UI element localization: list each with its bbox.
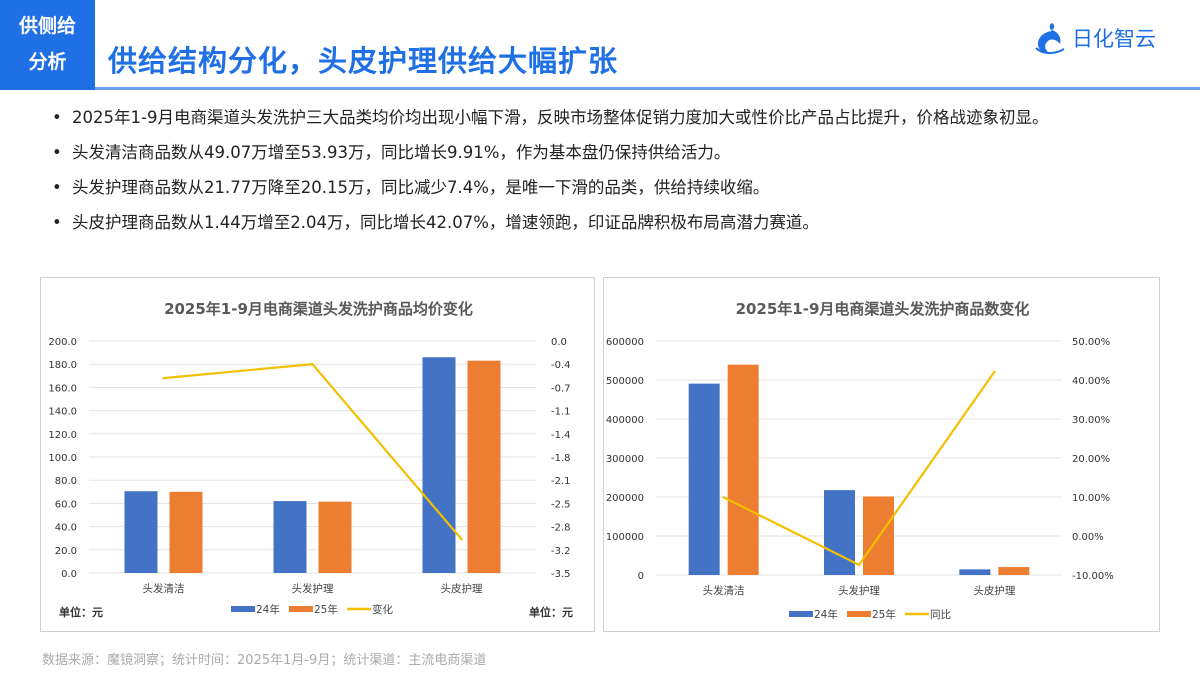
left-axis-tick: 500000 <box>606 376 644 387</box>
bar-25年 <box>998 567 1030 575</box>
bar-24年 <box>422 357 456 573</box>
legend-label: 变化 <box>372 603 393 616</box>
left-axis-tick: 60.0 <box>55 499 77 510</box>
bar-24年 <box>824 490 855 575</box>
line-point <box>162 376 165 380</box>
right-axis-tick: 30.00% <box>1072 415 1110 426</box>
left-axis-tick: 200.0 <box>48 337 77 348</box>
bar-24年 <box>124 491 158 573</box>
line-point <box>993 370 996 374</box>
right-axis-tick: -1.4 <box>551 430 571 441</box>
avg-price-chart-panel: 2025年1-9月电商渠道头发洗护商品均价变化 0.0 20.0 40.0 60.0 80… <box>40 277 595 632</box>
left-axis-tick: 160.0 <box>48 383 77 394</box>
line-point <box>857 563 861 567</box>
right-axis-tick: -1.8 <box>551 453 571 464</box>
category-label: 头发清洁 <box>143 582 185 595</box>
unit-label-right: 单位：元 <box>529 605 573 619</box>
right-axis-tick: 40.00% <box>1072 376 1110 387</box>
bar-24年 <box>273 501 307 573</box>
chart-title: 2025年1-9月电商渠道头发洗护商品数变化 <box>736 300 1030 318</box>
legend-swatch <box>289 606 313 612</box>
legend-label: 25年 <box>314 603 338 616</box>
page-title: 供给结构分化，头皮护理供给大幅扩张 <box>108 44 619 78</box>
left-axis-tick: 100000 <box>606 532 644 543</box>
right-axis-tick: 20.00% <box>1072 454 1110 465</box>
legend-label: 25年 <box>872 608 896 621</box>
right-axis-tick: -0.4 <box>551 360 571 371</box>
avg-price-chart: 2025年1-9月电商渠道头发洗护商品均价变化 0.0 20.0 40.0 60.0 80… <box>48 300 573 619</box>
wave-logo-icon <box>1035 23 1065 54</box>
logo: 日化智云 <box>1032 20 1156 56</box>
left-axis-tick: 600000 <box>606 337 644 348</box>
unit-label-left: 单位：元 <box>59 605 103 619</box>
category-label: 头发护理 <box>838 584 880 597</box>
section-tag-line1: 供侧给 <box>18 15 76 37</box>
line-point <box>722 496 725 499</box>
left-axis-tick: 100.0 <box>48 453 77 464</box>
left-axis-tick: 80.0 <box>55 476 77 487</box>
right-axis-tick: -0.7 <box>551 383 571 394</box>
left-axis-tick: 140.0 <box>48 407 77 418</box>
right-axis-tick: -1.1 <box>551 407 571 418</box>
bar-25年 <box>727 364 759 575</box>
legend-swatch <box>847 611 871 617</box>
right-axis-tick: -2.1 <box>551 476 571 487</box>
category-label: 头皮护理 <box>441 582 483 595</box>
bar-25年 <box>467 360 501 573</box>
bar-24年 <box>959 569 991 575</box>
left-axis-tick: 200000 <box>606 493 644 504</box>
legend-label: 24年 <box>256 603 280 616</box>
title-divider <box>95 87 1200 90</box>
right-axis-tick: -2.8 <box>551 523 571 534</box>
left-axis-tick: 0.0 <box>61 569 77 580</box>
section-tag-line2: 分析 <box>28 51 67 73</box>
legend-label: 24年 <box>814 608 838 621</box>
bar-24年 <box>688 383 720 575</box>
bullet-item: 头发护理商品数从21.77万降至20.15万，同比减少7.4%，是唯一下滑的品类… <box>48 170 1168 205</box>
line-变化 <box>163 363 463 540</box>
left-axis-tick: 400000 <box>606 415 644 426</box>
line-point <box>460 537 463 541</box>
right-axis-tick: 50.00% <box>1072 337 1110 348</box>
product-count-chart-panel: 2025年1-9月电商渠道头发洗护商品数变化 0 100000 200000 30000… <box>603 277 1160 632</box>
right-axis-tick: 0.0 <box>551 337 567 348</box>
category-label: 头发护理 <box>292 582 334 595</box>
left-axis-tick: 20.0 <box>55 546 77 557</box>
logo-text: 日化智云 <box>1072 27 1156 51</box>
right-axis-tick: 0.00% <box>1072 532 1104 543</box>
left-axis-tick: 0 <box>638 571 644 582</box>
data-source-note: 数据来源：魔镜洞察；统计时间：2025年1月-9月；统计渠道：主流电商渠道 <box>42 653 487 668</box>
product-count-chart: 2025年1-9月电商渠道头发洗护商品数变化 0 100000 200000 30000… <box>606 300 1114 621</box>
left-axis-tick: 40.0 <box>55 523 77 534</box>
bullet-item: 头发清洁商品数从49.07万增至53.93万，同比增长9.91%，作为基本盘仍保… <box>48 135 1168 170</box>
bar-25年 <box>169 491 203 573</box>
left-axis-tick: 120.0 <box>48 430 77 441</box>
right-axis-tick: 10.00% <box>1072 493 1110 504</box>
bullet-item: 头皮护理商品数从1.44万增至2.04万，同比增长42.07%，增速领跑，印证品… <box>48 205 1168 240</box>
left-axis-tick: 180.0 <box>48 360 77 371</box>
section-tag: 供侧给 分析 <box>0 0 95 90</box>
legend-swatch <box>231 606 255 612</box>
left-axis-tick: 300000 <box>606 454 644 465</box>
category-label: 头发清洁 <box>703 584 745 597</box>
legend-label: 同比 <box>930 608 951 621</box>
chart-title: 2025年1-9月电商渠道头发洗护商品均价变化 <box>164 300 473 318</box>
legend-swatch <box>789 611 813 617</box>
line-point <box>311 363 314 366</box>
right-axis-tick: -2.5 <box>551 499 571 510</box>
category-label: 头皮护理 <box>973 584 1015 597</box>
bullet-item: 2025年1-9月电商渠道头发洗护三大品类均价均出现小幅下滑，反映市场整体促销力… <box>48 100 1168 135</box>
bullet-list: 2025年1-9月电商渠道头发洗护三大品类均价均出现小幅下滑，反映市场整体促销力… <box>48 100 1168 240</box>
right-axis-tick: -3.5 <box>551 569 571 580</box>
right-axis-tick: -3.2 <box>551 546 571 557</box>
bar-25年 <box>318 501 352 573</box>
right-axis-tick: -10.00% <box>1072 571 1114 582</box>
